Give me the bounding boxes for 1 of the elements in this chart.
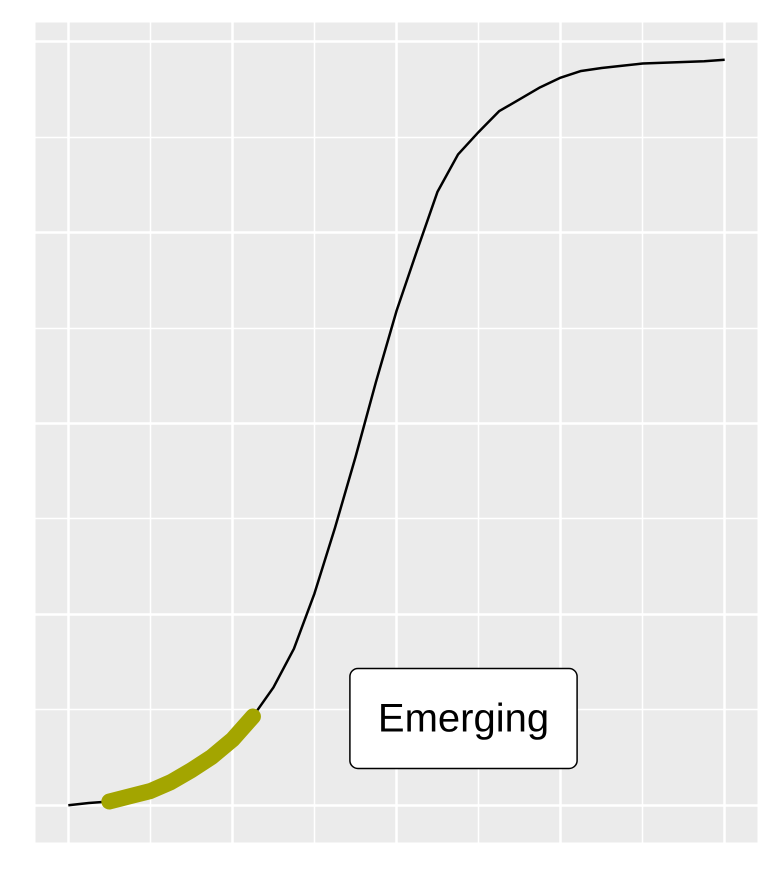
annotation: Emerging [378,696,550,740]
